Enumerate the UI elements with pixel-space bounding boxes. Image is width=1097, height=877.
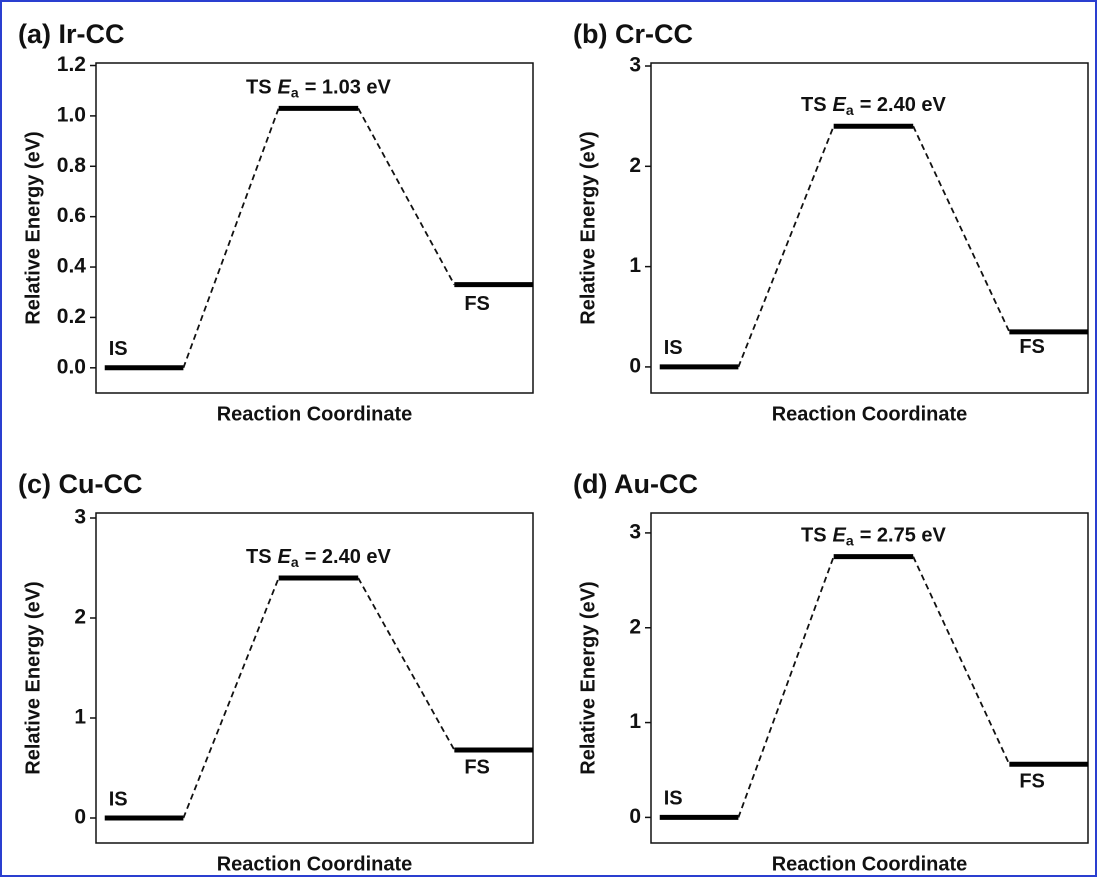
y-axis-label: Relative Energy (eV) — [22, 581, 44, 774]
value-label: = 2.40 eV — [305, 546, 392, 568]
y-tick-label: 0.0 — [57, 355, 86, 378]
symbol: E — [278, 77, 292, 99]
y-axis-label: Relative Energy (eV) — [577, 581, 599, 774]
x-axis-label: Reaction Coordinate — [772, 403, 968, 425]
value-label: = 2.40 eV — [860, 94, 947, 116]
y-tick-label: 0 — [629, 805, 641, 828]
y-tick-label: 0.2 — [57, 305, 86, 328]
y-tick-label: 0 — [74, 806, 86, 829]
x-axis-label: Reaction Coordinate — [772, 853, 968, 875]
ts-label: TS Ea = 2.40 eV — [801, 94, 947, 117]
y-tick-label: 3 — [629, 54, 641, 77]
y-tick-label: 2 — [74, 606, 86, 629]
state-label: TS — [801, 94, 827, 116]
y-axis-label: Relative Energy (eV) — [577, 131, 599, 324]
panel-title: (d) Au-CC — [573, 469, 698, 499]
y-tick-label: 1.2 — [57, 53, 86, 76]
state-label: FS — [1019, 336, 1045, 358]
y-tick-label: 0.8 — [57, 154, 87, 177]
ts-label: TS Ea = 2.40 eV — [246, 546, 392, 569]
value-label: = 2.75 eV — [860, 525, 947, 547]
symbol: E — [833, 94, 847, 116]
y-tick-label: 2 — [629, 615, 641, 638]
state-label: IS — [109, 788, 128, 810]
ts-label: TS Ea = 1.03 eV — [246, 77, 392, 100]
y-tick-label: 1 — [74, 706, 86, 729]
state-label: FS — [464, 293, 490, 315]
subscript: a — [291, 84, 299, 100]
y-tick-label: 2 — [629, 154, 641, 177]
panel-title: (b) Cr-CC — [573, 19, 693, 49]
y-tick-label: 0 — [629, 354, 641, 377]
value-label: = 1.03 eV — [305, 77, 392, 99]
y-tick-label: 1 — [629, 254, 641, 277]
state-label: TS — [801, 525, 827, 547]
state-label: IS — [109, 338, 128, 360]
state-label: TS — [246, 546, 272, 568]
symbol: E — [278, 546, 292, 568]
panel-title: (a) Ir-CC — [18, 19, 125, 49]
y-tick-label: 1 — [629, 710, 641, 733]
y-axis-label: Relative Energy (eV) — [22, 131, 44, 324]
state-label: FS — [1019, 771, 1045, 793]
panel-title: (c) Cu-CC — [18, 469, 142, 499]
subscript: a — [846, 532, 854, 548]
x-axis-label: Reaction Coordinate — [217, 853, 413, 875]
subscript: a — [291, 554, 299, 570]
y-tick-label: 0.4 — [57, 255, 87, 278]
subscript: a — [846, 102, 854, 118]
state-label: FS — [464, 756, 490, 778]
state-label: TS — [246, 77, 272, 99]
state-label: IS — [664, 788, 683, 810]
state-label: IS — [664, 337, 683, 359]
y-tick-label: 3 — [74, 506, 86, 529]
figure-border — [1, 1, 1096, 876]
y-tick-label: 0.6 — [57, 204, 86, 227]
x-axis-label: Reaction Coordinate — [217, 403, 413, 425]
ts-label: TS Ea = 2.75 eV — [801, 525, 947, 548]
figure: (a) Ir-CC 0.0 0.2 0.4 0.6 0.8 1.0 1.2 Relative E… — [0, 0, 1097, 877]
y-tick-label: 3 — [629, 520, 641, 543]
symbol: E — [833, 525, 847, 547]
y-tick-label: 1.0 — [57, 103, 86, 126]
